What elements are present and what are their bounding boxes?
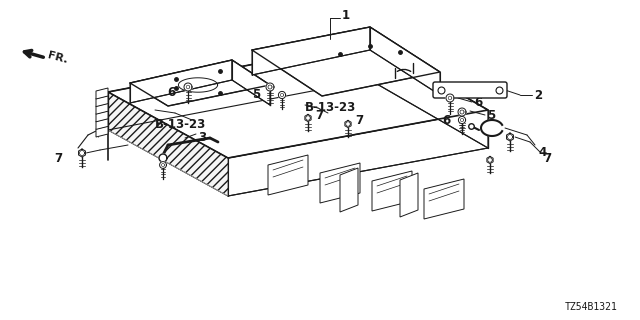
Polygon shape xyxy=(108,42,370,130)
Polygon shape xyxy=(458,116,466,124)
Text: 1: 1 xyxy=(342,9,350,21)
Polygon shape xyxy=(424,179,464,219)
Polygon shape xyxy=(370,27,440,95)
Polygon shape xyxy=(446,94,454,102)
Polygon shape xyxy=(340,168,358,212)
Polygon shape xyxy=(96,103,108,114)
Text: 7: 7 xyxy=(54,151,62,164)
Polygon shape xyxy=(130,60,270,106)
Polygon shape xyxy=(252,27,370,75)
Text: 4: 4 xyxy=(538,146,547,158)
FancyBboxPatch shape xyxy=(433,82,507,98)
Polygon shape xyxy=(400,173,418,217)
Polygon shape xyxy=(228,110,488,196)
Polygon shape xyxy=(278,92,285,99)
Polygon shape xyxy=(96,118,108,129)
Text: FR.: FR. xyxy=(46,51,68,66)
Polygon shape xyxy=(506,133,513,141)
Text: TZ54B1321: TZ54B1321 xyxy=(565,302,618,312)
Polygon shape xyxy=(305,115,311,122)
Polygon shape xyxy=(232,60,270,105)
Polygon shape xyxy=(268,155,308,195)
Polygon shape xyxy=(108,92,228,196)
Polygon shape xyxy=(487,156,493,164)
Text: 7: 7 xyxy=(355,114,363,126)
Text: 3: 3 xyxy=(198,131,206,143)
Text: 7: 7 xyxy=(315,108,323,122)
Polygon shape xyxy=(370,42,488,148)
Polygon shape xyxy=(345,120,351,128)
Polygon shape xyxy=(96,96,108,107)
Text: 6: 6 xyxy=(474,95,483,108)
Polygon shape xyxy=(96,88,108,99)
Polygon shape xyxy=(159,162,166,168)
Polygon shape xyxy=(184,83,192,91)
Polygon shape xyxy=(108,92,228,196)
Polygon shape xyxy=(79,149,86,157)
Polygon shape xyxy=(252,27,440,96)
Text: B-13-23: B-13-23 xyxy=(155,117,206,131)
Text: B-13-23: B-13-23 xyxy=(305,100,356,114)
Polygon shape xyxy=(159,154,167,162)
Polygon shape xyxy=(96,126,108,137)
Polygon shape xyxy=(372,171,412,211)
Text: 5: 5 xyxy=(487,108,495,122)
Polygon shape xyxy=(320,163,360,203)
Text: 7: 7 xyxy=(543,151,551,164)
Text: 6: 6 xyxy=(442,114,450,126)
Polygon shape xyxy=(96,111,108,122)
Text: 2: 2 xyxy=(534,89,542,101)
Polygon shape xyxy=(130,60,232,103)
Polygon shape xyxy=(266,83,274,91)
Polygon shape xyxy=(458,108,466,116)
Polygon shape xyxy=(108,42,488,158)
Text: 5: 5 xyxy=(252,87,260,100)
Text: 6: 6 xyxy=(167,85,175,99)
Polygon shape xyxy=(481,120,502,136)
